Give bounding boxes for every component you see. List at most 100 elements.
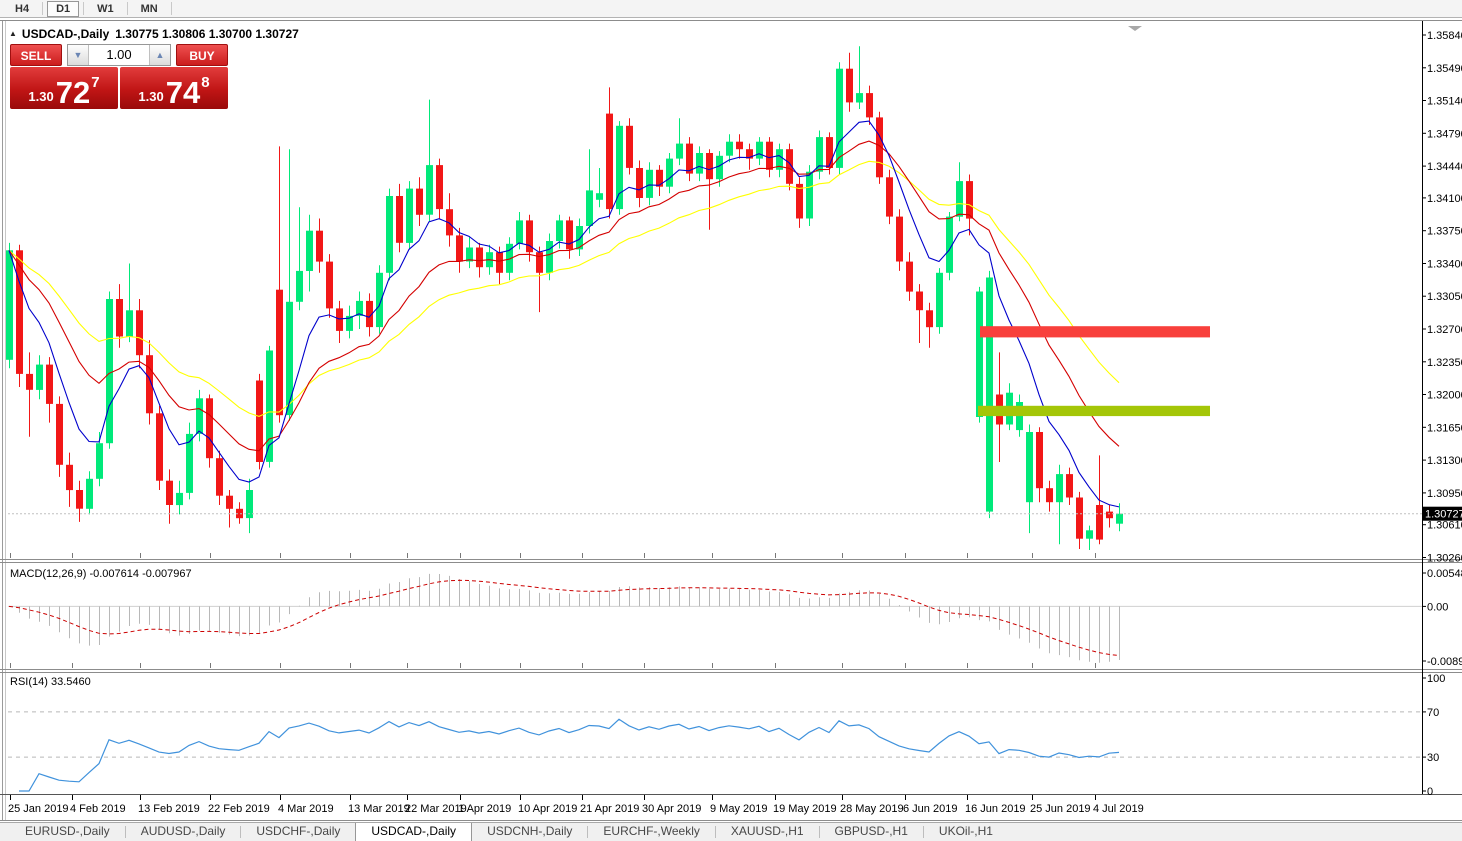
price-axis-label: 1.30950 xyxy=(1427,488,1462,500)
volume-input[interactable]: 1.00 xyxy=(106,47,132,62)
chart-tab-audusd[interactable]: AUDUSD-,Daily xyxy=(140,824,226,838)
candle xyxy=(686,143,693,174)
candle xyxy=(636,168,643,198)
ma-fast-line xyxy=(8,120,1120,508)
candle xyxy=(736,141,743,150)
candle xyxy=(1056,474,1063,503)
candle xyxy=(976,291,983,417)
volume-decrease-icon[interactable]: ▼ xyxy=(68,45,89,65)
candle xyxy=(466,247,473,262)
collapse-trade-panel-icon[interactable]: ▲ xyxy=(9,29,17,38)
candle xyxy=(1026,432,1033,503)
candle xyxy=(136,310,143,356)
candle xyxy=(1076,497,1083,539)
date-axis-label: 13 Feb 2019 xyxy=(138,803,200,815)
buy-price-pips: 74 xyxy=(165,75,201,110)
candle xyxy=(666,158,673,187)
candle xyxy=(716,155,723,180)
buy-price-button[interactable]: 1.30 74 8 xyxy=(120,67,228,109)
ma-slow-line xyxy=(8,160,1120,417)
candle xyxy=(516,220,523,244)
price-axis-label: 1.34790 xyxy=(1427,128,1462,140)
chart-tab-gbpusd[interactable]: GBPUSD-,H1 xyxy=(834,824,908,838)
chart-tab-usdchf[interactable]: USDCHF-,Daily xyxy=(256,824,341,838)
candle xyxy=(306,230,313,271)
chart-shift-marker-icon[interactable] xyxy=(1128,26,1142,31)
date-axis-label: 4 Feb 2019 xyxy=(70,803,126,815)
candle xyxy=(416,188,423,215)
resistance-band[interactable] xyxy=(980,326,1210,338)
current-price-tag-text: 1.30727 xyxy=(1425,509,1462,521)
price-axis-label: 1.31650 xyxy=(1427,422,1462,434)
candle xyxy=(626,125,633,168)
timeframe-button-mn[interactable]: MN xyxy=(140,2,158,15)
buy-button[interactable]: BUY xyxy=(176,44,228,66)
timeframe-button-d1[interactable]: D1 xyxy=(47,0,80,17)
chart-tab-usdcad[interactable]: USDCAD-,Daily xyxy=(355,823,473,841)
candle xyxy=(296,270,303,302)
chart-title: ▲ USDCAD-,Daily 1.30775 1.30806 1.30700 1.… xyxy=(9,27,299,41)
candle xyxy=(96,443,103,479)
one-click-trading-panel: SELL ▼ 1.00 ▲ BUY 1.30 72 7 1.30 74 8 xyxy=(10,44,228,109)
candle xyxy=(1106,511,1113,519)
tab-separator xyxy=(714,826,716,838)
timeframe-button-w1[interactable]: W1 xyxy=(97,2,114,15)
price-axis-label: 1.34100 xyxy=(1427,193,1462,205)
chart-tab-eurchf[interactable]: EURCHF-,Weekly xyxy=(603,824,700,838)
price-axis-label: 1.35490 xyxy=(1427,63,1462,75)
candle xyxy=(506,243,513,273)
date-axis-label: 4 Jul 2019 xyxy=(1093,803,1144,815)
candle xyxy=(386,196,393,273)
candle xyxy=(526,220,533,253)
date-axis-label: 13 Mar 2019 xyxy=(348,803,410,815)
candle xyxy=(406,188,413,243)
chart-tab-usdcnh[interactable]: USDCNH-,Daily xyxy=(487,824,573,838)
candle xyxy=(446,209,453,236)
candle xyxy=(926,310,933,328)
date-axis-label: 30 Apr 2019 xyxy=(642,803,701,815)
volume-increase-icon[interactable]: ▲ xyxy=(149,45,170,65)
tab-separator xyxy=(124,826,126,838)
chart-tab-eurusd[interactable]: EURUSD-,Daily xyxy=(25,824,110,838)
date-axis-label: 10 Apr 2019 xyxy=(518,803,577,815)
toolbar-separator xyxy=(42,2,44,15)
candle xyxy=(356,300,363,316)
candle xyxy=(226,495,233,509)
macd-indicator-label: MACD(12,26,9) -0.007614 -0.007967 xyxy=(10,568,192,580)
support-band[interactable] xyxy=(978,405,1210,417)
candle xyxy=(376,272,383,328)
toolbar-separator xyxy=(83,2,85,15)
candle xyxy=(166,480,173,505)
sell-button[interactable]: SELL xyxy=(10,44,62,66)
timeframe-button-h4[interactable]: H4 xyxy=(15,2,30,15)
sell-price-button[interactable]: 1.30 72 7 xyxy=(10,67,118,109)
candle xyxy=(876,117,883,178)
chart-tab-xauusd[interactable]: XAUUSD-,H1 xyxy=(730,824,804,838)
candle xyxy=(826,137,833,168)
candle xyxy=(676,143,683,159)
date-axis-label: 1 Apr 2019 xyxy=(458,803,511,815)
candle xyxy=(66,464,73,491)
date-axis-label: 9 May 2019 xyxy=(710,803,767,815)
rsi-axis-label: 100 xyxy=(1427,673,1445,685)
macd-axis-label: -0.00897 xyxy=(1427,656,1462,668)
candle xyxy=(436,165,443,210)
candle xyxy=(696,153,703,174)
candle xyxy=(216,458,223,496)
candle xyxy=(596,193,603,200)
candle xyxy=(426,165,433,215)
buy-price-point: 8 xyxy=(201,74,210,91)
tab-separator xyxy=(818,826,820,838)
price-axis-label: 1.34440 xyxy=(1427,161,1462,173)
date-axis-label: 22 Mar 2019 xyxy=(405,803,467,815)
candle xyxy=(86,478,93,509)
candle xyxy=(266,350,273,462)
candle xyxy=(726,141,733,156)
chart-tab-ukoil[interactable]: UKOil-,H1 xyxy=(938,824,993,838)
date-axis-label: 16 Jun 2019 xyxy=(965,803,1026,815)
candle xyxy=(656,169,663,187)
candle xyxy=(906,261,913,292)
candle xyxy=(456,235,463,262)
